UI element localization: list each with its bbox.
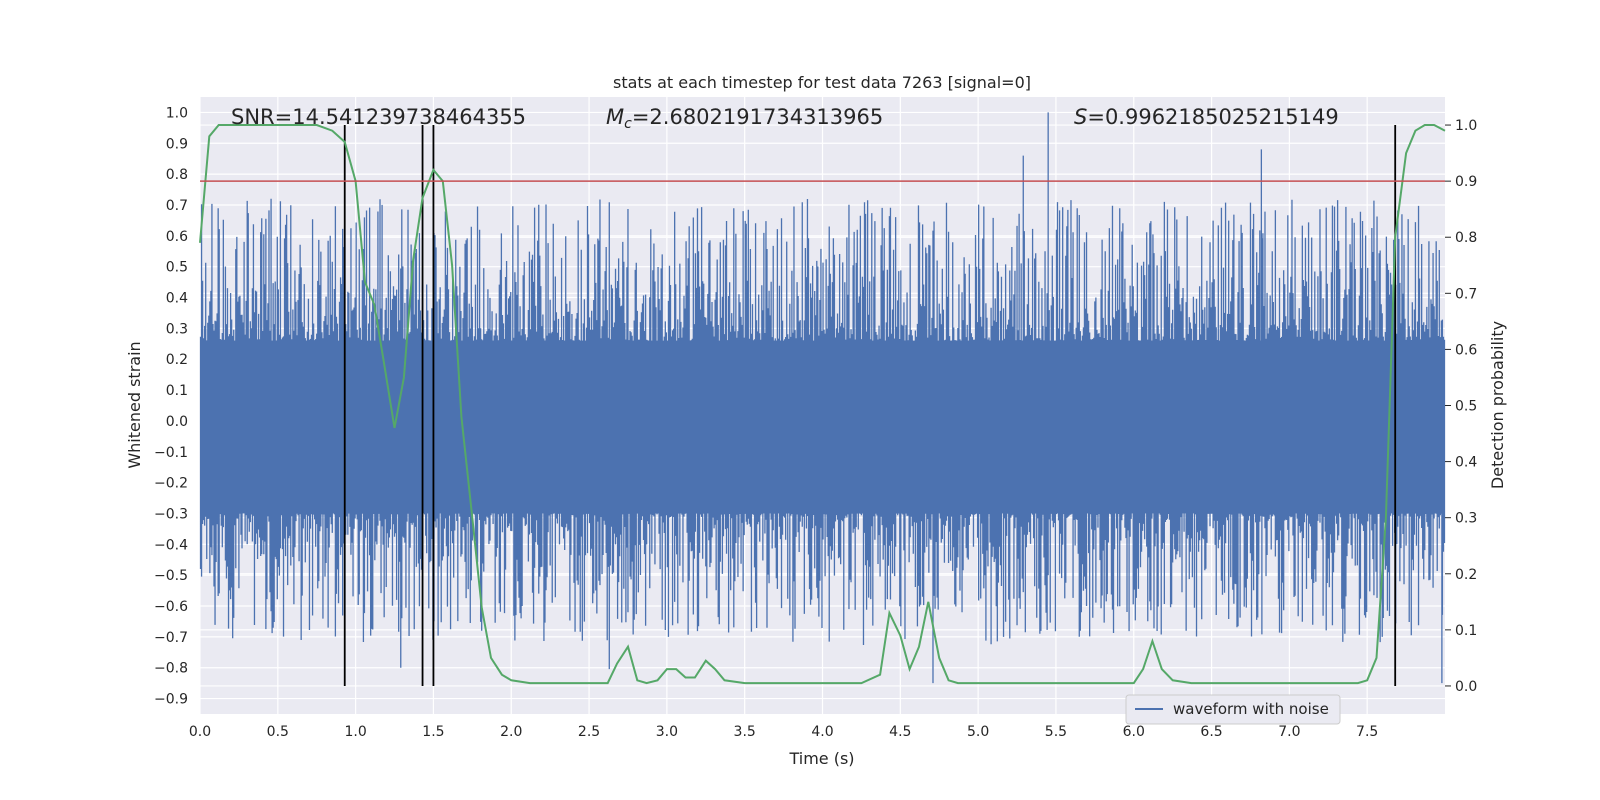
x-tick-label: 1.0	[344, 724, 366, 740]
chirp-mass-value: =2.6802191734313965	[632, 105, 883, 129]
y-axis-right-label: Detection probability	[1488, 321, 1507, 489]
y-right-ticks: 0.0 0.1 0.2 0.3 0.4 0.5 0.6 0.7 0.8 0.9 1.0	[1445, 118, 1477, 695]
s-annotation: S=0.9962185025215149	[1074, 105, 1339, 129]
s-value: =0.9962185025215149	[1087, 105, 1338, 129]
x-tick-label: 7.0	[1278, 724, 1300, 740]
y-left-tick-label: 0.1	[166, 383, 188, 399]
x-tick-label: 5.0	[967, 724, 989, 740]
y-right-tick-label: 0.3	[1455, 511, 1477, 527]
vertical-markers	[343, 125, 1397, 686]
probability-series	[199, 124, 1446, 685]
x-tick-label: 2.0	[500, 724, 522, 740]
y-left-tick-label: −0.8	[154, 661, 188, 677]
x-tick-label: 3.5	[734, 724, 756, 740]
chirp-mass-subscript: c	[624, 116, 632, 132]
chart-title: stats at each timestep for test data 726…	[613, 73, 1031, 92]
x-axis-label: Time (s)	[788, 749, 854, 768]
x-tick-label: 7.5	[1356, 724, 1378, 740]
y-left-tick-label: 0.7	[166, 198, 188, 214]
y-right-tick-label: 1.0	[1455, 118, 1477, 134]
y-right-tick-label: 0.6	[1455, 342, 1477, 358]
y-left-tick-label: −0.1	[154, 445, 188, 461]
y-left-tick-label: −0.7	[154, 630, 188, 646]
y-right-tick-label: 0.7	[1455, 286, 1477, 302]
x-tick-label: 2.5	[578, 724, 600, 740]
chirp-mass-symbol: M	[606, 105, 624, 129]
y-left-tick-label: 0.8	[166, 167, 188, 183]
y-left-tick-label: −0.3	[154, 506, 188, 522]
s-symbol: S	[1074, 105, 1087, 129]
y-left-tick-label: −0.9	[154, 692, 188, 708]
probability-line	[199, 124, 1446, 685]
x-tick-label: 4.5	[889, 724, 911, 740]
x-tick-label: 6.5	[1200, 724, 1222, 740]
x-tick-label: 3.0	[656, 724, 678, 740]
y-left-tick-label: −0.4	[154, 537, 188, 553]
y-right-tick-label: 0.1	[1455, 623, 1477, 639]
y-left-tick-label: 0.2	[166, 352, 188, 368]
y-right-tick-label: 0.5	[1455, 399, 1477, 415]
y-left-tick-label: 0.5	[166, 260, 188, 276]
waveform-series	[199, 112, 1446, 684]
x-tick-label: 0.5	[267, 724, 289, 740]
legend-label-waveform: waveform with noise	[1173, 700, 1329, 718]
x-tick-label: 0.0	[189, 724, 211, 740]
y-right-tick-label: 0.4	[1455, 455, 1477, 471]
waveform-core	[200, 340, 1445, 514]
x-tick-label: 1.5	[422, 724, 444, 740]
y-left-tick-label: 0.3	[166, 321, 188, 337]
chirp-mass-annotation: Mc=2.6802191734313965	[606, 105, 883, 132]
y-right-tick-label: 0.8	[1455, 230, 1477, 246]
y-right-tick-label: 0.0	[1455, 679, 1477, 695]
y-left-tick-label: 1.0	[166, 105, 188, 121]
x-tick-label: 4.0	[811, 724, 833, 740]
y-left-tick-label: 0.6	[166, 229, 188, 245]
y-left-tick-label: −0.2	[154, 476, 188, 492]
x-ticks: 0.0 0.5 1.0 1.5 2.0 2.5 3.0 3.5 4.0 4.5 5.0 5.5 6.0 6…	[189, 724, 1378, 740]
y-left-tick-label: −0.6	[154, 599, 188, 615]
y-left-ticks: −0.9 −0.8 −0.7 −0.6 −0.5 −0.4 −0.3 −0.2 −0.1 0.0 0…	[154, 105, 188, 707]
legend: waveform with noise	[1125, 694, 1341, 725]
legend-box	[1125, 694, 1341, 725]
y-axis-left-label: Whitened strain	[125, 341, 144, 468]
x-tick-label: 5.5	[1045, 724, 1067, 740]
y-left-tick-label: 0.4	[166, 291, 188, 307]
y-left-tick-label: −0.5	[154, 568, 188, 584]
x-tick-label: 6.0	[1123, 724, 1145, 740]
snr-annotation: SNR=14.541239738464355	[231, 105, 526, 129]
y-left-tick-label: 0.0	[166, 414, 188, 430]
y-right-tick-label: 0.2	[1455, 567, 1477, 583]
y-right-tick-label: 0.9	[1455, 174, 1477, 190]
y-left-tick-label: 0.9	[166, 136, 188, 152]
